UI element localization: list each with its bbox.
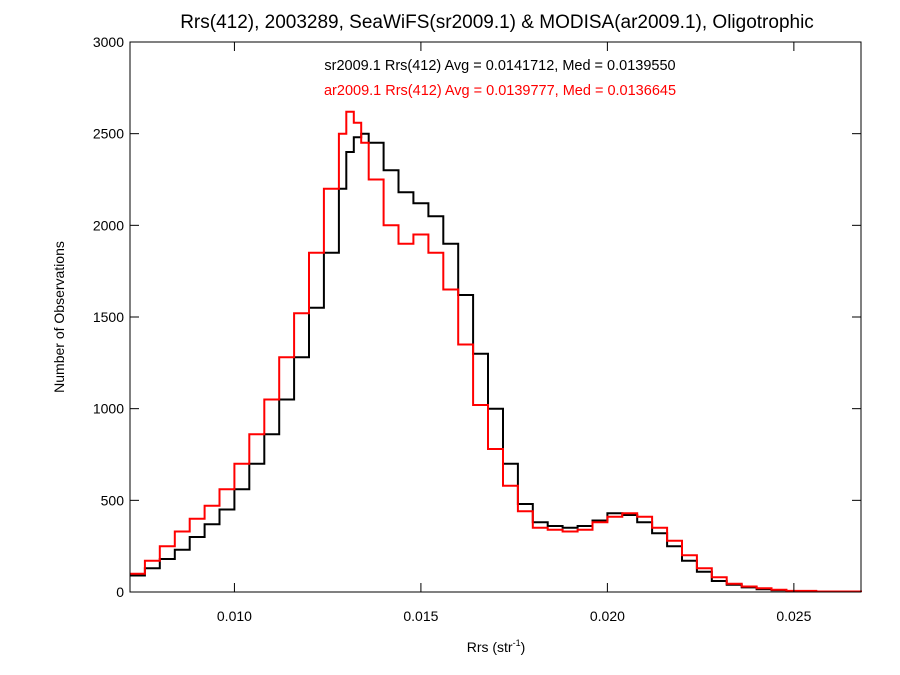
annotation-sr2009: sr2009.1 Rrs(412) Avg = 0.0141712, Med =…	[324, 58, 675, 74]
annotation-ar2009: ar2009.1 Rrs(412) Avg = 0.0139777, Med =…	[324, 83, 676, 99]
x-axis-label: Rrs (str-1)	[467, 638, 526, 655]
y-tick-label: 2500	[93, 126, 124, 142]
x-axis-label-main: Rrs (str	[467, 639, 513, 655]
y-tick-label: 2000	[93, 217, 124, 233]
series-line-1	[130, 110, 862, 593]
y-tick-label: 1500	[93, 309, 124, 325]
series-layer	[130, 110, 862, 593]
y-tick-label: 0	[116, 584, 124, 600]
x-tick-label: 0.015	[403, 608, 438, 624]
y-axis-label: Number of Observations	[51, 241, 67, 393]
y-tick-label: 3000	[93, 34, 124, 50]
y-tick-label: 500	[101, 492, 125, 508]
x-axis-label-superscript: -1	[513, 638, 521, 648]
x-axis-label-close: )	[521, 639, 526, 655]
x-tick-label: 0.010	[217, 608, 252, 624]
y-tick-label: 1000	[93, 401, 124, 417]
x-tick-label: 0.025	[776, 608, 811, 624]
y-axis: 0 500 1000 1500 2000 2500 3000	[93, 34, 861, 600]
x-tick-label: 0.020	[590, 608, 625, 624]
chart-title: Rrs(412), 2003289, SeaWiFS(sr2009.1) & M…	[180, 12, 814, 33]
plot-frame	[129, 41, 862, 593]
series-line-0	[130, 132, 862, 593]
x-axis: 0.010 0.015 0.020 0.025	[217, 42, 812, 624]
